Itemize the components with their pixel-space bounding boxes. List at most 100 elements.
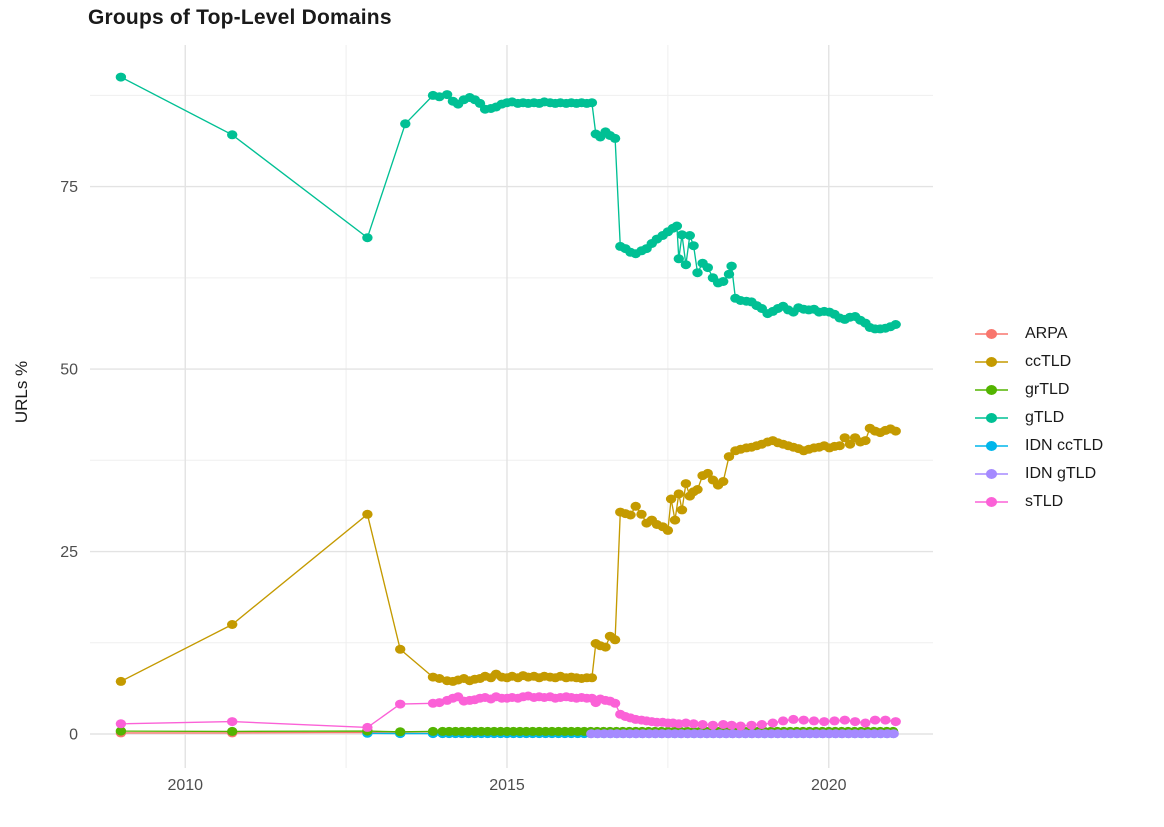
data-point-sTLD	[880, 715, 891, 725]
data-point-ccTLD	[718, 477, 729, 486]
data-point-gTLD	[400, 119, 411, 129]
data-point-sTLD	[395, 699, 406, 709]
data-point-ccTLD	[844, 439, 856, 449]
data-point-gTLD	[609, 133, 621, 143]
series-sTLD	[115, 691, 901, 732]
legend-key-icon	[975, 411, 1008, 425]
y-tick-label: 25	[60, 544, 78, 561]
data-point-gTLD	[890, 320, 901, 329]
chart-title: Groups of Top-Level Domains	[88, 6, 392, 29]
data-point-sTLD	[788, 714, 799, 724]
data-point-sTLD	[609, 698, 621, 708]
legend-key-icon	[975, 467, 1008, 481]
legend-item-grTLD: grTLD	[975, 376, 1103, 404]
y-axis-title: URLs %	[12, 360, 31, 424]
data-point-ccTLD	[630, 501, 641, 511]
x-tick-label: 2010	[167, 777, 203, 794]
data-point-sTLD	[777, 716, 789, 726]
data-point-ccTLD	[834, 441, 845, 451]
data-point-IDN gTLD	[888, 729, 899, 739]
data-point-ccTLD	[676, 505, 688, 515]
legend-item-IDN ccTLD: IDN ccTLD	[975, 432, 1103, 460]
data-point-ccTLD	[860, 436, 871, 446]
legend-dot-icon	[986, 357, 997, 367]
data-point-grTLD	[227, 726, 238, 736]
data-point-ccTLD	[702, 468, 713, 478]
data-point-gTLD	[723, 269, 735, 279]
legend-key-icon	[975, 383, 1008, 397]
data-point-gTLD	[115, 72, 127, 82]
legend-label: ARPA	[1025, 325, 1068, 342]
data-point-ccTLD	[669, 515, 681, 525]
data-point-ccTLD	[636, 509, 647, 519]
data-point-sTLD	[688, 719, 699, 729]
data-point-ccTLD	[839, 433, 850, 443]
data-point-ccTLD	[890, 426, 901, 436]
data-point-grTLD	[115, 726, 127, 736]
data-point-gTLD	[688, 241, 699, 251]
legend-label: grTLD	[1025, 381, 1070, 398]
data-point-sTLD	[735, 721, 746, 731]
data-point-ccTLD	[115, 676, 127, 686]
legend-key-icon	[975, 355, 1008, 369]
data-point-sTLD	[115, 719, 127, 729]
data-point-ccTLD	[395, 644, 406, 654]
data-point-sTLD	[227, 717, 238, 727]
data-point-gTLD	[718, 277, 729, 286]
series-line-gTLD	[120, 76, 896, 330]
legend-dot-icon	[986, 497, 997, 507]
y-tick-label: 75	[60, 179, 78, 196]
legend-key-icon	[975, 439, 1008, 453]
data-point-sTLD	[839, 715, 850, 725]
legend-item-gTLD: gTLD	[975, 404, 1103, 432]
data-point-ccTLD	[662, 525, 674, 535]
data-point-ccTLD	[673, 489, 684, 499]
data-point-gTLD	[702, 263, 713, 273]
data-point-ccTLD	[227, 620, 238, 629]
data-point-gTLD	[362, 233, 373, 243]
data-point-gTLD	[673, 254, 684, 264]
legend-item-ccTLD: ccTLD	[975, 348, 1103, 376]
legend-label: ccTLD	[1025, 353, 1072, 370]
data-point-sTLD	[819, 717, 830, 727]
data-point-ccTLD	[586, 673, 598, 683]
data-point-ccTLD	[680, 479, 692, 489]
legend-key-icon	[975, 327, 1008, 341]
data-point-ccTLD	[625, 510, 636, 520]
legend-label: IDN gTLD	[1025, 465, 1097, 482]
legend-label: sTLD	[1025, 493, 1064, 510]
data-point-ccTLD	[723, 452, 735, 462]
data-point-gTLD	[586, 98, 598, 108]
legend-label: gTLD	[1025, 409, 1065, 426]
data-point-gTLD	[441, 90, 453, 100]
data-point-sTLD	[746, 720, 757, 730]
data-point-ccTLD	[600, 642, 611, 652]
y-tick-label: 50	[60, 362, 78, 379]
y-tick-label: 0	[69, 726, 78, 743]
data-point-grTLD	[427, 726, 439, 736]
data-point-sTLD	[798, 715, 809, 725]
data-point-sTLD	[680, 718, 692, 728]
data-point-sTLD	[829, 716, 840, 726]
x-tick-label: 2020	[811, 777, 847, 794]
data-point-ccTLD	[692, 485, 703, 494]
legend-dot-icon	[986, 329, 997, 339]
legend-label: IDN ccTLD	[1025, 437, 1104, 454]
series-line-ccTLD	[120, 427, 896, 683]
legend-dot-icon	[986, 385, 997, 395]
series-IDN gTLD	[586, 729, 899, 739]
data-point-sTLD	[767, 718, 778, 728]
x-tick-label: 2015	[489, 777, 525, 794]
data-point-gTLD	[676, 230, 688, 240]
data-point-gTLD	[671, 221, 683, 231]
data-point-grTLD	[395, 727, 406, 737]
data-point-sTLD	[869, 715, 881, 725]
data-point-sTLD	[726, 720, 737, 730]
data-point-sTLD	[756, 720, 767, 729]
legend: ARPA ccTLD grTLD gTLD	[975, 320, 1103, 516]
series-gTLD	[115, 72, 901, 334]
data-point-sTLD	[362, 722, 373, 732]
legend-dot-icon	[986, 469, 997, 479]
